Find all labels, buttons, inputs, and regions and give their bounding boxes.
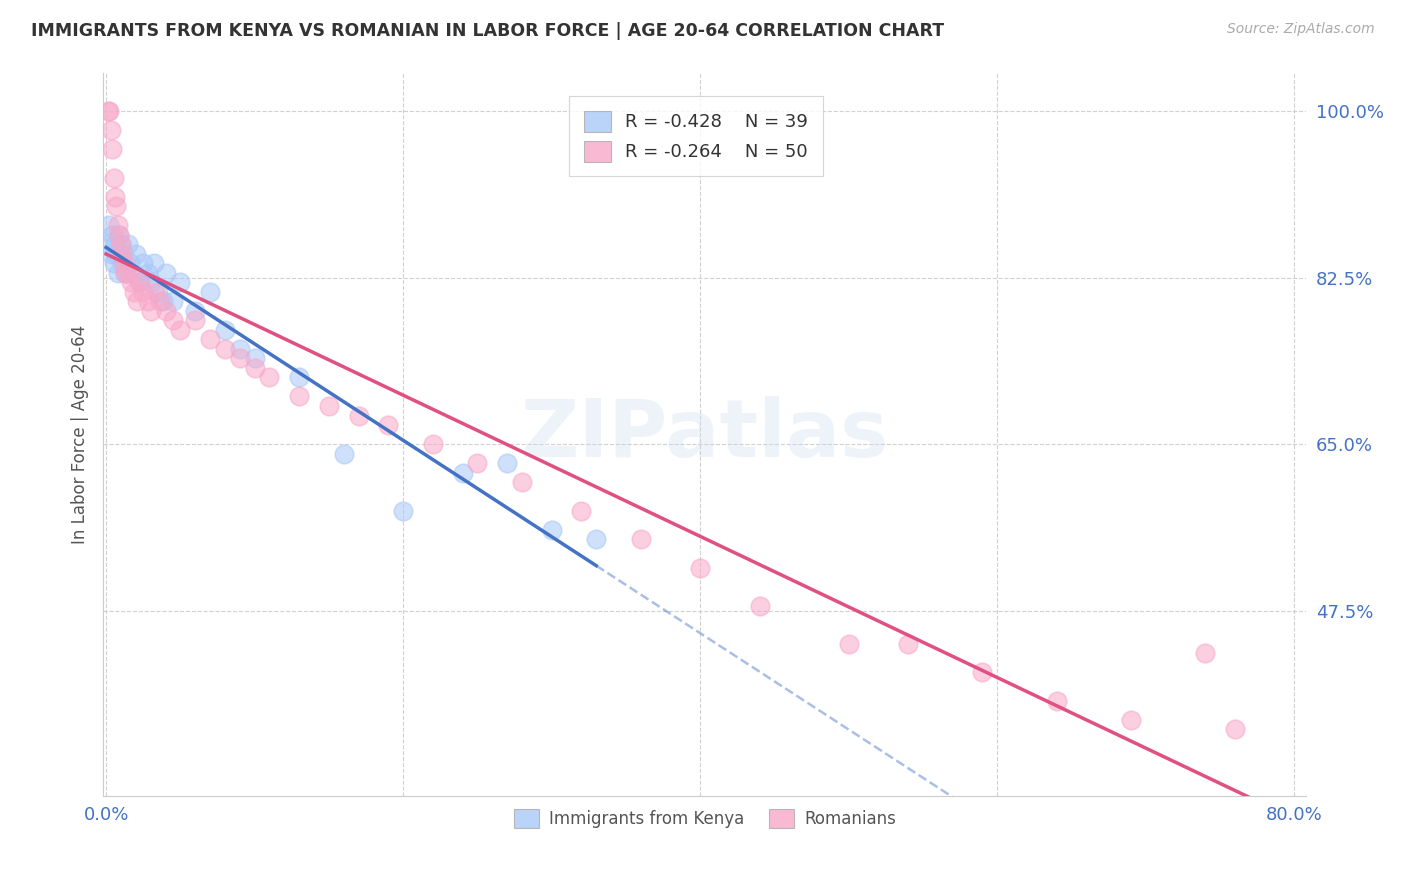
Point xyxy=(169,275,191,289)
Point xyxy=(585,532,607,546)
Point xyxy=(214,342,236,356)
Point xyxy=(229,351,252,366)
Point xyxy=(347,409,370,423)
Point xyxy=(630,532,652,546)
Point xyxy=(288,389,311,403)
Text: Source: ZipAtlas.com: Source: ZipAtlas.com xyxy=(1227,22,1375,37)
Point xyxy=(184,313,207,327)
Point xyxy=(118,256,141,270)
Point xyxy=(1194,646,1216,660)
Point xyxy=(112,256,135,270)
Point xyxy=(110,237,132,252)
Point xyxy=(155,266,177,280)
Point xyxy=(105,199,128,213)
Point xyxy=(129,275,152,289)
Point xyxy=(259,370,281,384)
Point xyxy=(139,275,162,289)
Point xyxy=(142,256,165,270)
Point xyxy=(127,294,149,309)
Point xyxy=(132,256,155,270)
Point xyxy=(229,342,252,356)
Point xyxy=(377,417,399,432)
Point xyxy=(510,475,533,489)
Point xyxy=(104,237,127,252)
Point xyxy=(332,446,354,460)
Point xyxy=(101,227,124,242)
Point xyxy=(111,246,134,260)
Point xyxy=(136,294,159,309)
Point xyxy=(198,332,221,346)
Y-axis label: In Labor Force | Age 20-64: In Labor Force | Age 20-64 xyxy=(72,325,89,544)
Point xyxy=(117,237,139,252)
Point xyxy=(114,266,136,280)
Point xyxy=(243,360,266,375)
Point xyxy=(162,313,184,327)
Point xyxy=(105,246,128,260)
Point xyxy=(148,294,170,309)
Point xyxy=(107,218,129,232)
Point xyxy=(198,285,221,299)
Point xyxy=(392,503,415,517)
Point xyxy=(101,142,124,156)
Point xyxy=(1046,694,1069,708)
Point xyxy=(139,303,162,318)
Point xyxy=(689,560,711,574)
Point xyxy=(97,237,120,252)
Point xyxy=(108,227,131,242)
Point xyxy=(838,637,860,651)
Point xyxy=(104,189,127,203)
Point xyxy=(108,227,131,242)
Point xyxy=(748,599,770,613)
Point xyxy=(422,437,444,451)
Point xyxy=(318,399,340,413)
Point xyxy=(143,285,166,299)
Point xyxy=(162,294,184,309)
Point xyxy=(98,218,121,232)
Point xyxy=(451,466,474,480)
Point xyxy=(117,266,139,280)
Point xyxy=(112,246,135,260)
Point xyxy=(125,246,148,260)
Point xyxy=(136,266,159,280)
Point xyxy=(571,503,593,517)
Point xyxy=(1223,723,1246,737)
Text: IMMIGRANTS FROM KENYA VS ROMANIAN IN LABOR FORCE | AGE 20-64 CORRELATION CHART: IMMIGRANTS FROM KENYA VS ROMANIAN IN LAB… xyxy=(31,22,943,40)
Point xyxy=(214,323,236,337)
Point xyxy=(103,256,125,270)
Point xyxy=(114,266,136,280)
Point xyxy=(972,665,994,680)
Point xyxy=(100,246,122,260)
Point xyxy=(107,266,129,280)
Point xyxy=(124,285,146,299)
Point xyxy=(1119,713,1142,727)
Point xyxy=(100,123,122,137)
Point xyxy=(98,103,121,118)
Point xyxy=(111,256,134,270)
Point xyxy=(110,237,132,252)
Point xyxy=(132,285,155,299)
Text: ZIPatlas: ZIPatlas xyxy=(520,395,889,474)
Point xyxy=(169,323,191,337)
Point xyxy=(146,285,169,299)
Point xyxy=(120,275,142,289)
Point xyxy=(288,370,311,384)
Point xyxy=(121,266,143,280)
Point xyxy=(496,456,519,470)
Legend: Immigrants from Kenya, Romanians: Immigrants from Kenya, Romanians xyxy=(508,802,903,835)
Point xyxy=(152,294,174,309)
Point xyxy=(540,523,562,537)
Point xyxy=(184,303,207,318)
Point xyxy=(103,170,125,185)
Point xyxy=(243,351,266,366)
Point xyxy=(467,456,489,470)
Point xyxy=(897,637,920,651)
Point xyxy=(128,275,150,289)
Point xyxy=(97,103,120,118)
Point xyxy=(155,303,177,318)
